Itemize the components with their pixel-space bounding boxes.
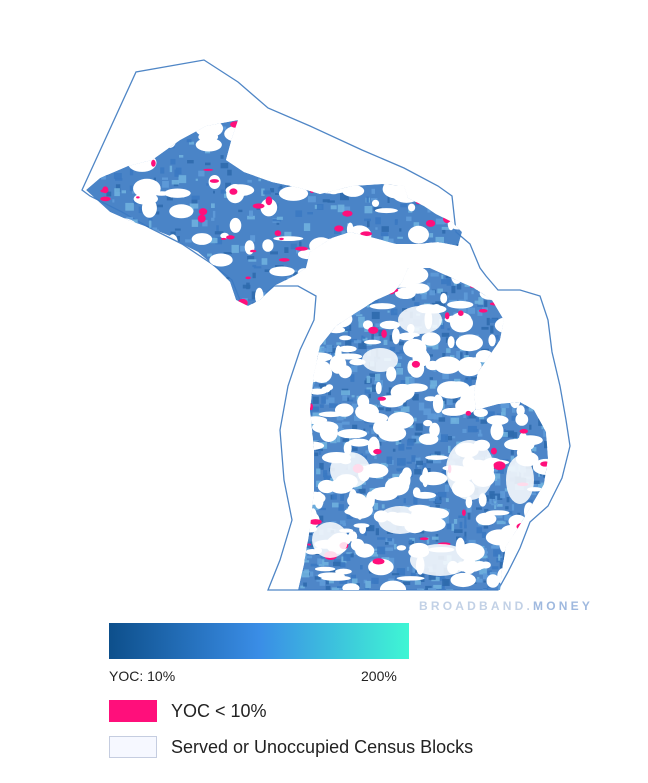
- legend-min-label: YOC: 10%: [109, 668, 176, 684]
- lower-peninsula-coverage: [298, 268, 548, 590]
- legend-low-yoc: YOC < 10%: [109, 700, 267, 722]
- brand-watermark: BROADBAND.MONEY: [419, 599, 594, 613]
- michigan-map: [81, 59, 571, 591]
- served-label: Served or Unoccupied Census Blocks: [171, 736, 474, 757]
- yoc-color-scale: [109, 623, 409, 659]
- served-swatch: [109, 736, 157, 758]
- low-yoc-label: YOC < 10%: [171, 700, 267, 721]
- low-yoc-swatch: [109, 700, 157, 722]
- legend-served: Served or Unoccupied Census Blocks: [109, 736, 473, 758]
- legend-max-label: 200%: [361, 668, 397, 684]
